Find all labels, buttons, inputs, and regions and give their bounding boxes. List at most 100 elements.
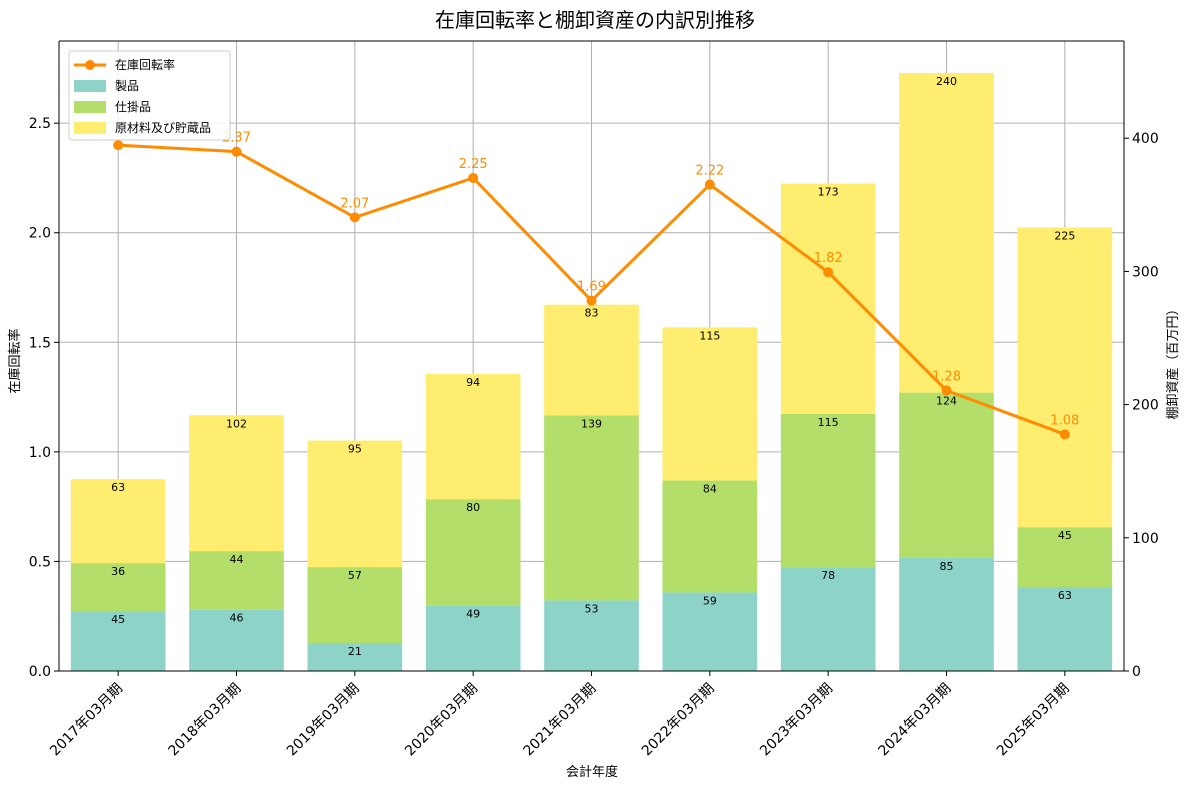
x-tick-label: 2022年03月期 [639, 681, 718, 760]
bar-value-label: 124 [936, 395, 957, 408]
bar-segment [307, 440, 403, 568]
y-right-tick-label: 300 [1132, 264, 1159, 280]
bar-segment [425, 605, 521, 671]
x-tick-label: 2020年03月期 [402, 681, 481, 760]
bar-segment [780, 567, 876, 671]
bar-segment [189, 551, 284, 610]
legend-label: 製品 [115, 79, 139, 93]
bar-segment [1017, 527, 1113, 588]
bar-value-label: 80 [466, 501, 480, 514]
legend-color-swatch [74, 122, 106, 134]
bar-segment [544, 304, 639, 416]
bar-segment [899, 557, 994, 671]
bar-segment [780, 183, 876, 414]
bars [70, 72, 1113, 671]
bar-segment [780, 413, 876, 568]
turnover-point [823, 267, 834, 278]
y-right-tick-label: 0 [1132, 664, 1141, 680]
y-left-tick-label: 1.0 [29, 445, 51, 461]
bar-value-label: 115 [818, 416, 839, 429]
turnover-value-label: 1.82 [814, 251, 843, 266]
x-tick-label: 2019年03月期 [284, 681, 363, 760]
bar-segment [70, 563, 166, 612]
bar-value-label: 173 [818, 186, 839, 199]
bar-segment [544, 600, 639, 671]
bar-segment [307, 567, 403, 644]
x-tick-label: 2021年03月期 [521, 681, 600, 760]
legend-color-swatch [74, 101, 106, 113]
legend-label: 在庫回転率 [115, 57, 175, 72]
bar-value-label: 21 [348, 645, 362, 658]
y-left-tick-label: 2.5 [29, 116, 51, 132]
bar-value-label: 115 [699, 329, 720, 342]
y-left-tick-label: 1.5 [29, 335, 51, 351]
legend-marker [85, 60, 95, 70]
turnover-value-label: 2.25 [459, 157, 488, 172]
bar-segment [307, 643, 403, 671]
x-tick-label: 2023年03月期 [757, 681, 836, 760]
bar-value-label: 63 [111, 481, 125, 494]
bar-value-label: 36 [111, 565, 125, 578]
x-axis-title: 会計年度 [566, 764, 618, 780]
y-axis-right-title: 棚卸資産（百万円） [1165, 302, 1181, 419]
turnover-point [349, 212, 360, 223]
turnover-point [941, 385, 952, 396]
bar-value-label: 240 [936, 75, 957, 88]
turnover-line-series: 2.372.072.251.692.221.821.281.08 [113, 131, 1079, 440]
x-tick-label: 2024年03月期 [876, 681, 955, 760]
bar-value-label: 44 [230, 553, 244, 566]
legend-color-swatch [74, 80, 106, 92]
bar-segment [189, 609, 284, 671]
bar-segment [899, 72, 994, 393]
bar-value-label: 63 [1058, 589, 1072, 602]
legend-label: 仕掛品 [115, 99, 151, 114]
bar-segment [1017, 227, 1113, 528]
turnover-value-label: 1.69 [577, 280, 606, 295]
bar-value-label: 94 [466, 376, 480, 389]
bar-value-label: 85 [940, 560, 954, 573]
bar-segment [425, 373, 521, 500]
bar-segment [662, 480, 758, 593]
y-right-tick-label: 200 [1132, 398, 1159, 414]
turnover-value-label: 2.07 [340, 196, 369, 211]
bar-value-label: 45 [1058, 529, 1072, 542]
bar-value-label: 45 [111, 613, 125, 626]
turnover-value-label: 1.08 [1050, 413, 1079, 428]
bar-segment [1017, 587, 1113, 671]
turnover-point [704, 179, 715, 190]
bar-value-label: 53 [585, 602, 599, 615]
x-tick-label: 2017年03月期 [47, 681, 126, 760]
x-tick-label: 2018年03月期 [166, 681, 245, 760]
bar-segment [899, 392, 994, 558]
turnover-value-label: 1.28 [932, 370, 961, 385]
chart-title: 在庫回転率と棚卸資産の内訳別推移 [435, 8, 755, 32]
bar-value-label: 46 [230, 612, 244, 625]
bar-segment [544, 415, 639, 601]
x-tick-label: 2025年03月期 [994, 681, 1073, 760]
bar-value-label: 225 [1054, 229, 1075, 242]
y-axis-left-title: 在庫回転率 [7, 328, 23, 393]
bar-value-label: 102 [226, 417, 247, 430]
bar-value-label: 78 [821, 569, 835, 582]
bar-value-label: 83 [585, 307, 599, 320]
bar-segment [662, 327, 758, 481]
y-right-tick-label: 100 [1132, 531, 1159, 547]
turnover-point [468, 172, 479, 183]
y-left-tick-label: 0.0 [29, 664, 51, 680]
turnover-value-label: 2.22 [695, 164, 724, 179]
bar-segment [425, 499, 521, 606]
turnover-point [586, 295, 597, 306]
bar-value-label: 95 [348, 443, 362, 456]
bar-segment [70, 479, 166, 564]
bar-segment [189, 415, 284, 552]
bar-value-label: 84 [703, 483, 717, 496]
y-left-tick-label: 2.0 [29, 226, 51, 242]
bar-value-label: 139 [581, 417, 602, 430]
bar-value-label: 57 [348, 569, 362, 582]
bar-labels: 45 36 63 46 44 102 21 57 95 49 80 94 53 139 83 59 84 115 7… [111, 75, 1075, 658]
turnover-point [1059, 429, 1070, 440]
y-right-tick-label: 400 [1132, 131, 1159, 147]
bar-value-label: 49 [466, 608, 480, 621]
legend-box [68, 50, 231, 141]
